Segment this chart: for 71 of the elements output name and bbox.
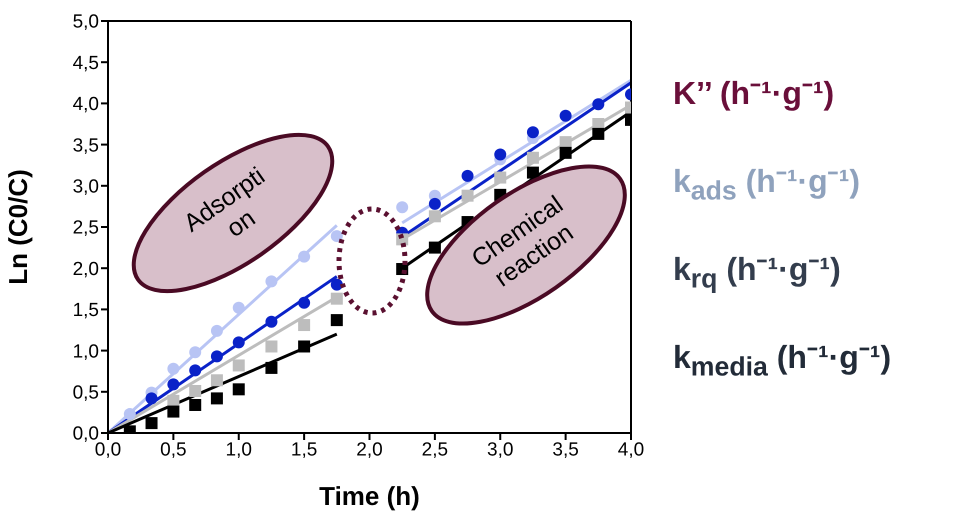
point xyxy=(330,230,343,242)
point xyxy=(462,170,474,182)
y-tick-label: 3,5 xyxy=(72,135,99,156)
point xyxy=(396,201,408,214)
point xyxy=(265,275,278,288)
text: K’’ (h⁻¹·g⁻¹) xyxy=(673,74,834,113)
text: k$_{media}$ (h⁻¹·g⁻¹) xyxy=(673,338,892,382)
y-tick-label: 1,0 xyxy=(72,341,99,362)
point xyxy=(146,392,158,404)
point xyxy=(298,296,310,309)
y-tick-label: 4,5 xyxy=(72,52,99,74)
point xyxy=(560,136,572,148)
point xyxy=(428,210,441,222)
x-tick-label: 0,5 xyxy=(160,439,187,460)
y-tick-label: 2,0 xyxy=(72,258,99,280)
y-tick-label: 4,0 xyxy=(72,94,99,116)
text: k$_{rq}$ (h⁻¹·g⁻¹) xyxy=(673,250,841,294)
point xyxy=(526,152,539,164)
point xyxy=(298,319,310,332)
point xyxy=(560,146,572,159)
x-tick-label: 0,0 xyxy=(94,439,122,460)
point xyxy=(232,383,245,396)
point xyxy=(210,350,223,362)
point xyxy=(146,417,158,430)
point xyxy=(189,398,202,411)
x-tick-label: 1,5 xyxy=(290,439,318,460)
point xyxy=(428,198,441,210)
point xyxy=(232,302,245,314)
x-tick-label: 1,0 xyxy=(226,439,252,460)
point xyxy=(494,148,506,160)
point xyxy=(494,172,506,184)
point xyxy=(210,392,223,404)
point xyxy=(167,406,180,418)
x-tick-label: 2,0 xyxy=(356,439,383,460)
y-tick-label: 3,0 xyxy=(72,176,99,198)
point xyxy=(526,126,539,138)
point xyxy=(592,128,604,140)
point xyxy=(189,346,202,358)
point xyxy=(124,408,136,420)
point xyxy=(265,340,278,352)
point xyxy=(210,374,223,386)
y-tick-label: 0,5 xyxy=(72,382,99,404)
point xyxy=(232,336,245,348)
point xyxy=(560,110,572,122)
x-tick-label: 4,0 xyxy=(618,439,644,460)
point xyxy=(330,278,343,291)
point xyxy=(189,364,202,376)
point xyxy=(189,384,202,397)
point xyxy=(298,250,310,263)
point xyxy=(330,314,343,326)
point xyxy=(428,242,441,254)
point xyxy=(265,362,278,374)
y-tick-label: 2,5 xyxy=(72,218,99,239)
x-axis-title: Time (h) xyxy=(319,481,420,511)
x-tick-label: 2,5 xyxy=(422,439,448,460)
x-tick-label: 3,5 xyxy=(552,439,579,460)
point xyxy=(265,316,278,328)
point xyxy=(167,378,180,390)
y-tick-label: 5,0 xyxy=(72,12,99,33)
point xyxy=(526,166,539,179)
y-axis-title: Ln (C0/C) xyxy=(3,169,34,285)
point xyxy=(462,190,474,202)
x-tick-label: 3,0 xyxy=(487,439,514,460)
point xyxy=(592,98,604,110)
point xyxy=(330,292,343,305)
point xyxy=(210,324,223,337)
text: k$_{ads}$ (h⁻¹·g⁻¹) xyxy=(673,162,860,206)
point xyxy=(167,362,180,375)
point xyxy=(298,340,310,352)
y-tick-label: 1,5 xyxy=(72,300,99,322)
point xyxy=(232,359,245,372)
